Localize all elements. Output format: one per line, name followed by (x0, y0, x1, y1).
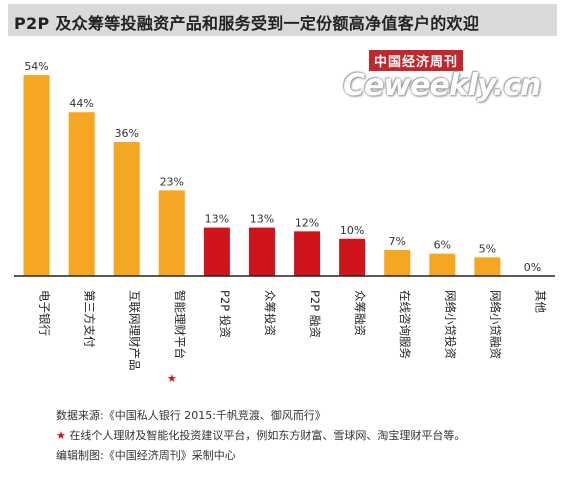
bar-2 (113, 142, 140, 276)
category-label-10: 网络小贷融资 (488, 290, 502, 359)
logo-main-text: Ceweekly.cn (343, 68, 541, 103)
value-label-9: 6% (434, 239, 451, 252)
value-label-10: 5% (479, 242, 496, 255)
bar-7 (339, 238, 366, 276)
value-label-11: 0% (524, 261, 541, 274)
chart-title: P2P 及众筹等投融资产品和服务受到一定份额高净值客户的欢迎 (14, 14, 480, 33)
category-label-4: P2P 投资 (218, 290, 232, 338)
bar-5 (248, 227, 275, 276)
category-label-8: 在线咨询服务 (398, 290, 412, 359)
category-label-5: 众筹投资 (263, 290, 277, 336)
value-label-2: 36% (114, 127, 138, 140)
bar-1 (68, 112, 95, 276)
title-bar: P2P 及众筹等投融资产品和服务受到一定份额高净值客户的欢迎 (8, 4, 557, 36)
bar-4 (203, 227, 230, 276)
bar-9 (429, 253, 456, 276)
category-label-6: P2P 融资 (308, 290, 322, 338)
value-label-6: 12% (295, 216, 319, 229)
ceweekly-logo: 中国经济周刊 Ceweekly.cn (343, 50, 548, 108)
bar-10 (474, 257, 501, 276)
value-label-1: 44% (69, 97, 93, 110)
data-source-note: 数据来源:《中国私人银行 2015:千帆竞渡、御风而行》 (56, 409, 326, 422)
footnotes: 数据来源:《中国私人银行 2015:千帆竞渡、御风而行》 ★ 在线个人理财及智能… (56, 406, 465, 466)
value-label-5: 13% (250, 213, 274, 226)
logo-top-text: 中国经济周刊 (369, 50, 464, 71)
star-icon: ★ (56, 429, 66, 442)
bar-6 (294, 231, 321, 276)
bar-0 (23, 75, 50, 276)
editor-note: 编辑制图:《中国经济周刊》采制中心 (56, 449, 236, 462)
star-note-text: 在线个人理财及智能化投资建议平台，例如东方财富、雪球网、淘宝理财平台等。 (65, 429, 466, 442)
star-note: ★ 在线个人理财及智能化投资建议平台，例如东方财富、雪球网、淘宝理财平台等。 (56, 426, 465, 446)
category-label-11: 其他 (533, 290, 547, 313)
category-label-3: 智能理财平台 (173, 290, 187, 359)
category-label-7: 众筹融资 (353, 290, 367, 336)
bar-8 (384, 249, 411, 276)
value-label-7: 10% (340, 224, 364, 237)
category-label-9: 网络小贷投资 (443, 290, 457, 359)
category-label-1: 第三方支付 (83, 290, 97, 348)
bar-3 (158, 190, 185, 276)
category-label-0: 电子银行 (38, 290, 52, 336)
category-star-icon: ★ (167, 372, 177, 385)
value-label-0: 54% (24, 60, 48, 73)
value-label-3: 23% (160, 175, 184, 188)
category-label-2: 互联网理财产品 (128, 290, 142, 371)
value-label-4: 13% (205, 213, 229, 226)
value-label-8: 7% (388, 235, 405, 248)
